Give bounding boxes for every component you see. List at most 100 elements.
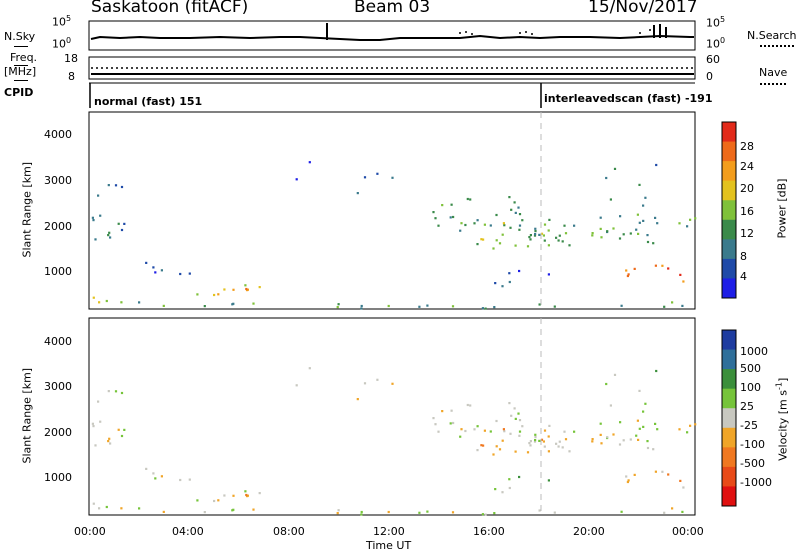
velocity-cell (308, 367, 311, 370)
velocity-cell (667, 473, 670, 476)
power-cell (646, 240, 650, 244)
power-cell (661, 264, 664, 267)
velocity-cell (94, 444, 97, 447)
velocity-cell (613, 373, 617, 376)
velocity-cell (625, 475, 628, 478)
velocity-cell (117, 428, 120, 431)
power-cell (495, 213, 498, 217)
power-cell (92, 219, 95, 222)
freq-label: Freq. (10, 51, 38, 64)
power-cell (619, 215, 622, 218)
velocity-cell (654, 470, 657, 473)
power-cell (534, 227, 537, 230)
power-cell (356, 192, 359, 195)
vel-cbar-tick-1000: 1000 (740, 345, 768, 358)
power-cell (599, 227, 602, 230)
velocity-cell (483, 429, 486, 432)
power-cell (605, 176, 608, 180)
power-cell (203, 305, 206, 308)
velocity-cell (694, 423, 697, 426)
power-cell (123, 222, 126, 225)
noise-left-tick-top: 105 (52, 14, 72, 29)
velocity-cell (452, 421, 455, 425)
freq-legend-line (14, 65, 28, 66)
velocity-cell (476, 449, 479, 452)
power-cell (217, 293, 220, 296)
freq-unit-label: [MHz] (4, 65, 37, 78)
vel-cbar-tick-500: 500 (740, 362, 761, 375)
velocity-cell (492, 453, 495, 456)
power-cell (501, 233, 504, 236)
vel-cbar-tick-minus100: -100 (740, 438, 765, 451)
velocity-cell (609, 404, 612, 407)
velocity-cell (663, 511, 666, 514)
velocity-cell (108, 437, 111, 440)
velocity-cell (661, 470, 664, 473)
power-cell (117, 222, 120, 225)
power-cell (521, 219, 524, 222)
power-colorbar-swatch-8 (722, 278, 736, 299)
power-cell (476, 219, 479, 222)
power-cell (494, 282, 497, 285)
nsky-label: N.Sky (4, 30, 36, 43)
power-cell (508, 280, 511, 284)
power-cell (620, 304, 623, 307)
nsearch-legend-dots (760, 45, 794, 47)
velocity-cell (258, 492, 261, 495)
velocity-cell (387, 510, 390, 514)
power-cell (502, 222, 505, 225)
power-cell (473, 222, 476, 225)
velocity-cell (482, 444, 485, 447)
velocity-cell (547, 479, 550, 482)
velocity-colorbar-swatch-6 (722, 447, 736, 468)
power-cbar-tick-24: 24 (740, 160, 754, 173)
velocity-colorbar-frame (721, 329, 737, 507)
velocity-cell (521, 425, 524, 428)
velocity-cell (92, 425, 95, 428)
velocity-cell (618, 443, 622, 446)
power-cell (503, 224, 506, 227)
nave-right-tick-top: 60 (706, 53, 720, 66)
velocity-cell (526, 451, 530, 454)
velocity-cell (678, 428, 681, 431)
velocity-cell (360, 513, 363, 516)
velocity-cell (480, 444, 483, 447)
xtick-1600: 16:00 (473, 525, 505, 538)
velocity-cell (642, 425, 645, 428)
power-cell (678, 222, 681, 225)
velocity-cell (464, 429, 467, 433)
velocity-cell (543, 429, 547, 432)
power-cell (336, 306, 339, 309)
velocity-cell (244, 490, 247, 493)
power-cell (508, 196, 511, 199)
power-cell (360, 307, 363, 310)
power-cell (513, 201, 516, 204)
vel-ytick-1000: 1000 (44, 471, 72, 484)
power-cell (654, 216, 657, 219)
power-cell (646, 234, 649, 237)
velocity-cell (432, 417, 435, 420)
cpid-mode-normal: normal (fast) 151 (94, 95, 203, 108)
velocity-cell (252, 508, 255, 511)
power-cell (542, 234, 545, 237)
velocity-cell (540, 438, 544, 441)
velocity-cell (120, 434, 124, 438)
velocity-cell (476, 425, 479, 428)
velocity-cell (120, 391, 124, 395)
velocity-cell (557, 445, 560, 448)
power-panel-frame (88, 111, 696, 310)
velocity-cell (508, 402, 511, 405)
velocity-cell (295, 384, 298, 387)
velocity-cell (451, 511, 455, 514)
power-cell (540, 232, 544, 235)
power-cell (667, 267, 670, 270)
power-colorbar-frame (721, 121, 737, 299)
power-cell (308, 161, 311, 164)
velocity-cell (644, 402, 647, 405)
power-cell (655, 163, 658, 167)
power-cbar-tick-12: 12 (740, 227, 754, 240)
velocity-cell (548, 424, 551, 427)
power-cell (97, 194, 100, 197)
velocity-cell (363, 382, 367, 385)
power-cbar-tick-28: 28 (740, 140, 754, 153)
